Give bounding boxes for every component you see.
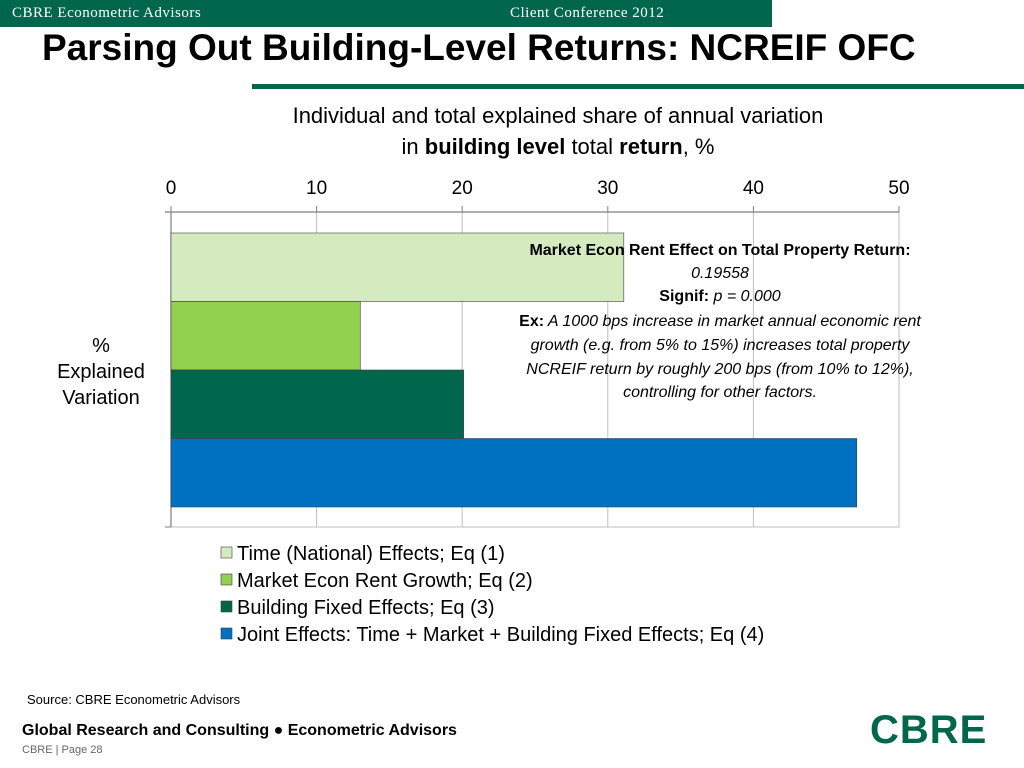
chart-title-line2: in building level total return, % bbox=[402, 134, 715, 159]
legend-label: Building Fixed Effects; Eq (3) bbox=[237, 597, 495, 619]
footer-title: Global Research and Consulting ● Econome… bbox=[22, 722, 457, 739]
legend-label: Joint Effects: Time + Market + Building … bbox=[237, 624, 764, 646]
x-tick-label: 10 bbox=[306, 178, 327, 199]
chart-legend: Time (National) Effects; Eq (1) Market Ec… bbox=[220, 543, 764, 646]
x-tick-label: 30 bbox=[597, 178, 618, 199]
footer-page-number: CBRE | Page 28 bbox=[22, 744, 103, 756]
bar bbox=[170, 369, 464, 439]
annotation-line4: Ex: A 1000 bps increase in market annual… bbox=[519, 313, 921, 330]
annotation-line5: growth (e.g. from 5% to 15%) increases t… bbox=[531, 337, 911, 354]
x-tick-label: 50 bbox=[888, 178, 909, 199]
chart: Individual and total explained share of … bbox=[57, 103, 921, 646]
annotation-line7: controlling for other factors. bbox=[623, 384, 817, 401]
bar bbox=[170, 438, 858, 508]
legend-swatch bbox=[220, 600, 233, 613]
plot-area: 0 10 20 30 40 50 bbox=[165, 178, 910, 528]
y-axis-label-line3: Variation bbox=[62, 387, 139, 409]
source-note: Source: CBRE Econometric Advisors bbox=[27, 692, 241, 707]
bar bbox=[170, 301, 361, 371]
header-right-text: Client Conference 2012 bbox=[510, 5, 665, 21]
title-underline bbox=[252, 84, 1024, 89]
header-left-text: CBRE Econometric Advisors bbox=[12, 5, 202, 21]
y-axis-label-line1: % bbox=[92, 335, 110, 357]
annotation-line6: NCREIF return by roughly 200 bps (from 1… bbox=[526, 361, 913, 378]
legend-swatch bbox=[220, 627, 233, 640]
annotation-line2: 0.19558 bbox=[691, 265, 749, 282]
legend-swatch bbox=[220, 546, 233, 559]
x-tick-label: 20 bbox=[452, 178, 473, 199]
page-title: Parsing Out Building-Level Returns: NCRE… bbox=[42, 27, 916, 68]
chart-title-line1: Individual and total explained share of … bbox=[293, 103, 824, 128]
x-tick-label: 40 bbox=[743, 178, 764, 199]
legend-label: Market Econ Rent Growth; Eq (2) bbox=[237, 570, 533, 592]
legend-swatch bbox=[220, 573, 233, 586]
annotation-line3: Signif: p = 0.000 bbox=[659, 288, 780, 305]
y-axis-label-line2: Explained bbox=[57, 361, 145, 383]
bar bbox=[170, 232, 625, 302]
annotation-line1: Market Econ Rent Effect on Total Propert… bbox=[529, 242, 910, 259]
chart-annotation: Market Econ Rent Effect on Total Propert… bbox=[519, 242, 921, 401]
x-tick-label: 0 bbox=[166, 178, 177, 199]
header-bar: CBRE Econometric Advisors Client Confere… bbox=[0, 0, 772, 27]
cbre-logo: CBRE bbox=[870, 708, 988, 752]
legend-label: Time (National) Effects; Eq (1) bbox=[237, 543, 505, 565]
